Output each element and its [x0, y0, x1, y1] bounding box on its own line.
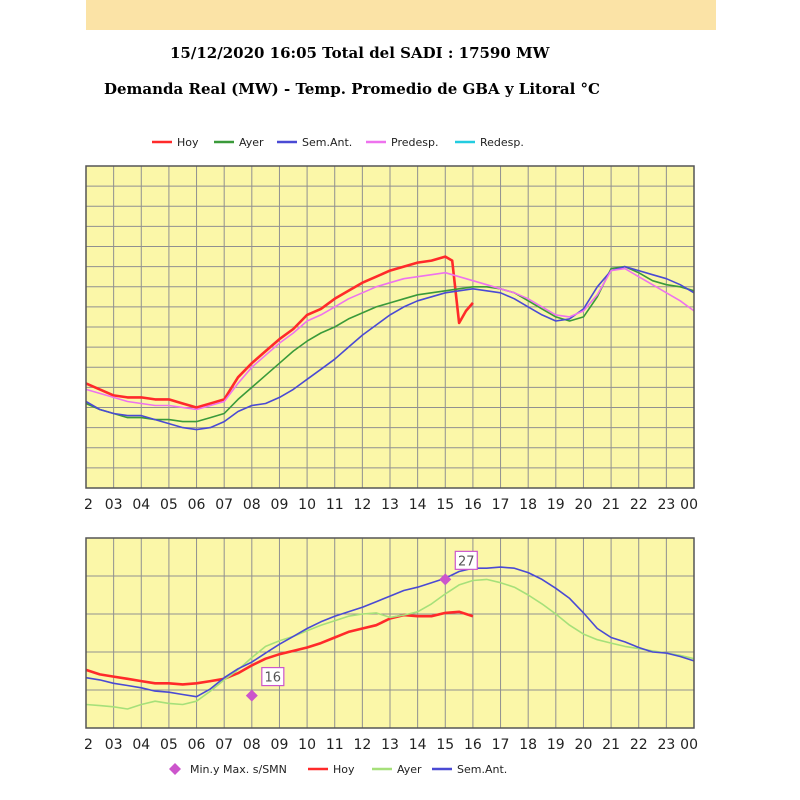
legend-swatch-min-y-max-s-smn [169, 763, 181, 775]
smn-marker [245, 689, 258, 702]
legend-top: Hoy Ayer Sem.Ant. Predesp. Redesp. [152, 136, 524, 149]
smn-marker [439, 573, 452, 586]
demand-x-ticks: 2 03 04 05 06 07 08 09 10 11 12 13 14 15 16 17 18 19 20 21 2… [84, 497, 698, 513]
x-tick-label: 23 [657, 497, 675, 513]
x-tick-label: 19 [547, 497, 565, 513]
legend-label-ayer: Ayer [239, 136, 264, 149]
x-tick-label: 07 [215, 737, 233, 753]
smn-marker-label: 16 [265, 671, 282, 686]
legend-label-predesp: Predesp. [391, 136, 438, 149]
x-tick-label: 08 [243, 497, 261, 513]
smn-marker-label-box [261, 666, 285, 687]
x-tick-label: 18 [519, 737, 537, 753]
legend-label-ayer: Ayer [397, 763, 422, 776]
temperature-series [85, 566, 695, 710]
temperature-plot-frame [85, 537, 695, 729]
x-tick-label: 10 [298, 497, 316, 513]
x-tick-label: 14 [409, 737, 427, 753]
series-predesp-line [85, 267, 695, 411]
x-tick-label: 03 [105, 737, 123, 753]
legend-label-sem-ant: Sem.Ant. [302, 136, 352, 149]
x-tick-label: 13 [381, 497, 399, 513]
x-tick-label: 18 [519, 497, 537, 513]
x-tick-label: 20 [575, 737, 593, 753]
x-tick-label: 22 [630, 737, 648, 753]
x-tick-label: 10 [298, 737, 316, 753]
legend-label-sem-ant: Sem.Ant. [457, 763, 507, 776]
x-tick-label: 16 [464, 737, 482, 753]
chart-subtitle: Demanda Real (MW) - Temp. Promedio de GB… [104, 80, 600, 98]
legend-label-hoy: Hoy [177, 136, 199, 149]
x-tick-label: 2 [84, 737, 93, 753]
x-tick-label: 15 [436, 497, 454, 513]
x-tick-label: 2 [84, 497, 93, 513]
page-title: 15/12/2020 16:05 Total del SADI : 17590 … [170, 44, 550, 62]
x-tick-label: 06 [188, 737, 206, 753]
x-tick-label: 07 [215, 497, 233, 513]
series-sem-ant-line [85, 265, 695, 431]
x-tick-label: 12 [353, 497, 371, 513]
x-tick-label: 12 [353, 737, 371, 753]
temperature-grid [86, 538, 694, 728]
legend-label-redesp: Redesp. [480, 136, 524, 149]
x-tick-label: 09 [271, 737, 289, 753]
x-tick-label: 19 [547, 737, 565, 753]
legend-label-min-y-max-s-smn: Min.y Max. s/SMN [190, 763, 287, 776]
top-banner [86, 0, 716, 30]
x-tick-label: 17 [492, 497, 510, 513]
x-tick-label: 06 [188, 497, 206, 513]
legend-label-hoy: Hoy [333, 763, 355, 776]
x-tick-label: 23 [657, 737, 675, 753]
x-tick-label: 21 [602, 497, 620, 513]
smn-marker-label: 27 [458, 554, 475, 569]
demand-series [85, 255, 695, 431]
x-tick-label: 11 [326, 497, 344, 513]
x-tick-label: 00 [680, 737, 698, 753]
x-tick-label: 17 [492, 737, 510, 753]
temperature-x-ticks: 2 03 04 05 06 07 08 09 10 11 12 13 14 15 16 17 18 19 20 21 2… [84, 737, 698, 753]
x-tick-label: 00 [680, 497, 698, 513]
x-tick-label: 08 [243, 737, 261, 753]
x-tick-label: 22 [630, 497, 648, 513]
legend-bottom: Min.y Max. s/SMN Hoy Ayer Sem.Ant. [169, 763, 507, 776]
x-tick-label: 16 [464, 497, 482, 513]
series-hoy-line [85, 255, 474, 409]
x-tick-label: 11 [326, 737, 344, 753]
x-tick-label: 15 [436, 737, 454, 753]
x-tick-label: 03 [105, 497, 123, 513]
series-hoy-line [85, 610, 474, 686]
x-tick-label: 21 [602, 737, 620, 753]
x-tick-label: 13 [381, 737, 399, 753]
series-ayer-line [85, 265, 695, 423]
series-ayer-line [85, 578, 695, 710]
x-tick-label: 20 [575, 497, 593, 513]
x-tick-label: 04 [132, 737, 150, 753]
x-tick-label: 14 [409, 497, 427, 513]
demand-plot-frame [85, 165, 695, 489]
smn-marker-label-box [454, 550, 478, 570]
x-tick-label: 05 [160, 737, 178, 753]
x-tick-label: 05 [160, 497, 178, 513]
x-tick-label: 04 [132, 497, 150, 513]
series-sem-ant-line [85, 566, 695, 698]
x-tick-label: 09 [271, 497, 289, 513]
